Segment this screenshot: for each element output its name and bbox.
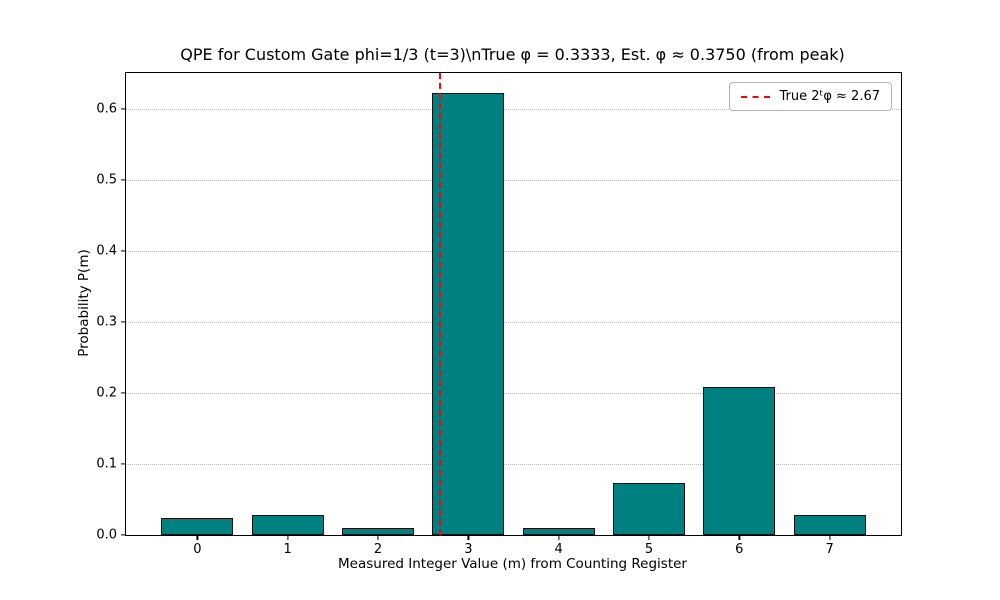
bar-m1: [251, 515, 324, 535]
y-tick-label: 0.6: [96, 101, 117, 117]
x-tick-label: 4: [554, 542, 563, 557]
legend-dashed-line-swatch: [741, 95, 771, 98]
y-tick-mark: [121, 107, 126, 110]
gridline-y-0.4: [126, 250, 901, 252]
y-tick-label: 0.3: [96, 314, 117, 330]
bar-m6: [703, 387, 776, 535]
x-tick-mark: [738, 535, 740, 540]
plot-area: True 2ᵗφ ≈ 2.67 0.0 0.1 0.2 0.3 0.4 0.5 0.6 0 1 2…: [96, 72, 902, 557]
bar-m2: [341, 527, 415, 535]
x-tick-label: 2: [373, 542, 383, 557]
y-tick-label: 0.1: [96, 456, 117, 472]
y-tick-mark: [121, 179, 126, 181]
x-tick-mark: [829, 535, 831, 540]
x-tick-label: 7: [825, 542, 834, 557]
y-axis-label: Probability P(m): [76, 249, 92, 357]
true-value-vline: [438, 73, 441, 535]
y-tick-mark: [121, 250, 126, 252]
legend-label: True 2ᵗφ ≈ 2.67: [779, 89, 880, 104]
x-tick-label: 3: [464, 542, 473, 557]
gridline-y-0.3: [126, 321, 901, 323]
x-tick-label: 6: [735, 542, 744, 557]
gridline-y-0.2: [126, 392, 901, 394]
x-tick-label: 0: [193, 542, 202, 557]
bar-m5: [612, 483, 686, 535]
x-tick-mark: [287, 535, 289, 540]
chart-title: QPE for Custom Gate phi=1/3 (t=3)\nTrue …: [180, 45, 845, 64]
y-tick-mark: [121, 321, 126, 323]
y-tick-mark: [121, 534, 126, 536]
x-tick-mark: [648, 535, 650, 540]
y-tick-label: 0.4: [96, 243, 117, 259]
gridline-y-0.1: [126, 463, 901, 465]
y-tick-mark: [121, 463, 126, 465]
y-tick-label: 0.5: [96, 172, 117, 188]
bar-m0: [161, 517, 234, 535]
y-tick-mark: [121, 392, 126, 394]
bar-m3: [432, 92, 505, 535]
bar-m7: [793, 515, 866, 535]
bar-m4: [522, 527, 595, 535]
x-axis-label: Measured Integer Value (m) from Counting…: [338, 556, 687, 572]
y-tick-label: 0.0: [96, 527, 117, 543]
x-tick-label: 5: [644, 542, 654, 557]
x-tick-mark: [467, 535, 469, 540]
gridline-y-0.6: [126, 108, 901, 110]
x-tick-mark: [558, 535, 560, 540]
y-tick-label: 0.2: [96, 385, 117, 401]
x-tick-label: 1: [283, 542, 292, 557]
x-tick-mark: [377, 535, 379, 540]
x-tick-mark: [196, 535, 198, 540]
gridline-y-0.5: [126, 179, 901, 181]
legend: True 2ᵗφ ≈ 2.67: [729, 82, 892, 111]
